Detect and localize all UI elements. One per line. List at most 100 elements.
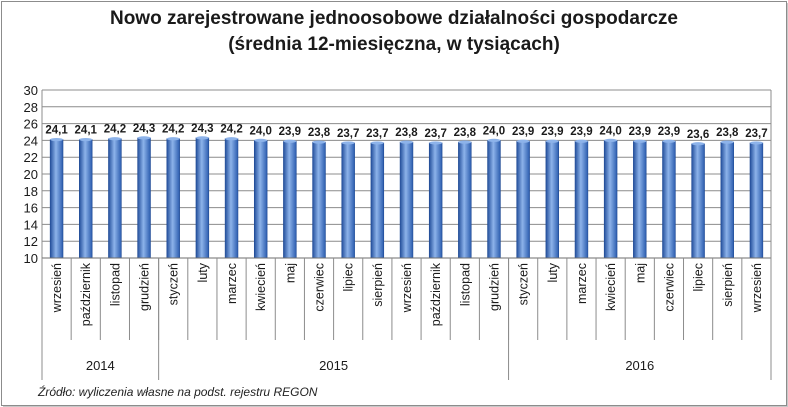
data-label: 24,0: [599, 125, 621, 137]
chart-title-block: Nowo zarejestrowane jednoosobowe działal…: [0, 6, 788, 58]
y-tick-label: 18: [24, 184, 38, 199]
data-label: 23,9: [541, 126, 563, 138]
bar-cap: [50, 137, 63, 142]
bar-cap: [516, 139, 530, 143]
data-label: 24,0: [483, 125, 505, 137]
data-label: 24,2: [220, 124, 242, 136]
bar: [574, 140, 589, 259]
bar-cap: [195, 136, 209, 140]
x-tick-label: wrzesień: [400, 263, 414, 313]
x-tick-label: marzec: [225, 263, 239, 304]
bar-cap: [400, 140, 413, 144]
bar: [370, 142, 385, 259]
data-label: 23,7: [745, 128, 767, 140]
data-label: 23,8: [716, 127, 739, 139]
x-tick-label: lipiec: [692, 263, 706, 292]
group-label: 2015: [319, 358, 348, 373]
x-tick-label: październik: [79, 262, 93, 326]
bar-cap: [691, 142, 705, 146]
bar: [428, 142, 443, 259]
y-tick-label: 24: [24, 133, 38, 148]
bar-cap: [429, 141, 443, 145]
data-label: 24,0: [250, 125, 272, 137]
bar: [137, 137, 151, 259]
y-tick-label: 22: [24, 150, 38, 165]
x-tick-label: lipiec: [342, 263, 356, 292]
bar-cap: [370, 141, 384, 145]
bar: [545, 140, 560, 259]
bar: [633, 140, 647, 259]
x-tick-label: kwiecień: [604, 263, 618, 311]
bar: [166, 138, 180, 259]
bar: [487, 140, 501, 259]
data-label: 24,3: [133, 123, 155, 135]
data-label: 24,2: [162, 124, 184, 136]
y-tick-label: 20: [24, 167, 38, 182]
data-label: 24,1: [45, 125, 68, 137]
x-tick-label: sierpień: [371, 263, 385, 307]
bar-cap: [166, 137, 180, 141]
data-label: 23,7: [424, 128, 446, 140]
y-tick-label: 12: [24, 234, 38, 249]
x-tick-label: listopad: [458, 263, 472, 306]
bar: [399, 141, 414, 259]
data-label: 23,9: [658, 126, 680, 138]
y-tick-label: 16: [24, 201, 38, 216]
x-tick-label: czerwiec: [313, 263, 327, 312]
x-tick-label: listopad: [108, 263, 122, 306]
y-tick-label: 30: [24, 83, 38, 98]
bar-series: [49, 136, 764, 259]
bar: [603, 140, 618, 259]
bar: [49, 139, 64, 259]
bar: [253, 140, 268, 259]
x-tick-label: czerwiec: [662, 263, 676, 312]
x-axis: wrzesień październik listopad grudzień stycz…: [41, 90, 772, 380]
bar-cap: [458, 140, 472, 144]
bar-cap: [79, 137, 93, 142]
data-label: 23,8: [308, 127, 331, 139]
x-tick-label: maj: [283, 263, 297, 283]
bar-cap: [283, 139, 297, 143]
x-tick-label: luty: [546, 262, 560, 282]
chart-title: Nowo zarejestrowane jednoosobowe działal…: [109, 8, 678, 29]
x-tick-label: kwiecień: [254, 263, 268, 311]
x-tick-label: wrzesień: [750, 263, 764, 313]
bar: [691, 143, 705, 259]
x-tick-label: styczeń: [517, 263, 531, 305]
x-tick-label: styczeń: [167, 263, 181, 305]
bar-cap: [720, 140, 734, 144]
data-label: 23,9: [570, 126, 592, 138]
data-label: 23,9: [629, 126, 651, 138]
chart-subtitle: (średnia 12-miesięczna, w tysiącach): [228, 34, 560, 55]
x-tick-label: marzec: [575, 263, 589, 304]
bar-cap: [545, 139, 559, 143]
bar: [516, 140, 530, 259]
bar: [749, 142, 764, 259]
data-label: 23,8: [395, 127, 418, 139]
bar: [108, 138, 122, 259]
x-tick-label: maj: [633, 263, 647, 283]
bar: [79, 139, 93, 259]
data-labels: 24,1 24,1 24,2 24,3 24,2 24,3 24,2 24,0 23,9 23,8…: [45, 123, 767, 141]
bar-cap: [137, 136, 151, 140]
x-tick-label: sierpień: [721, 263, 735, 307]
bar-cap: [108, 137, 122, 141]
y-tick-label: 26: [24, 117, 38, 132]
group-label: 2016: [625, 358, 654, 373]
bar-cap: [575, 139, 588, 143]
x-tick-label: grudzień: [138, 263, 152, 311]
bar-cap: [254, 138, 268, 142]
group-label: 2014: [86, 358, 115, 373]
data-label: 24,2: [104, 124, 126, 136]
bar-cap: [487, 138, 501, 142]
data-label: 23,7: [337, 128, 359, 140]
data-label: 24,1: [75, 125, 98, 137]
bar: [312, 141, 326, 259]
data-label: 23,9: [512, 126, 534, 138]
bar: [458, 141, 472, 259]
data-label: 23,8: [454, 127, 477, 139]
bar: [224, 138, 239, 259]
